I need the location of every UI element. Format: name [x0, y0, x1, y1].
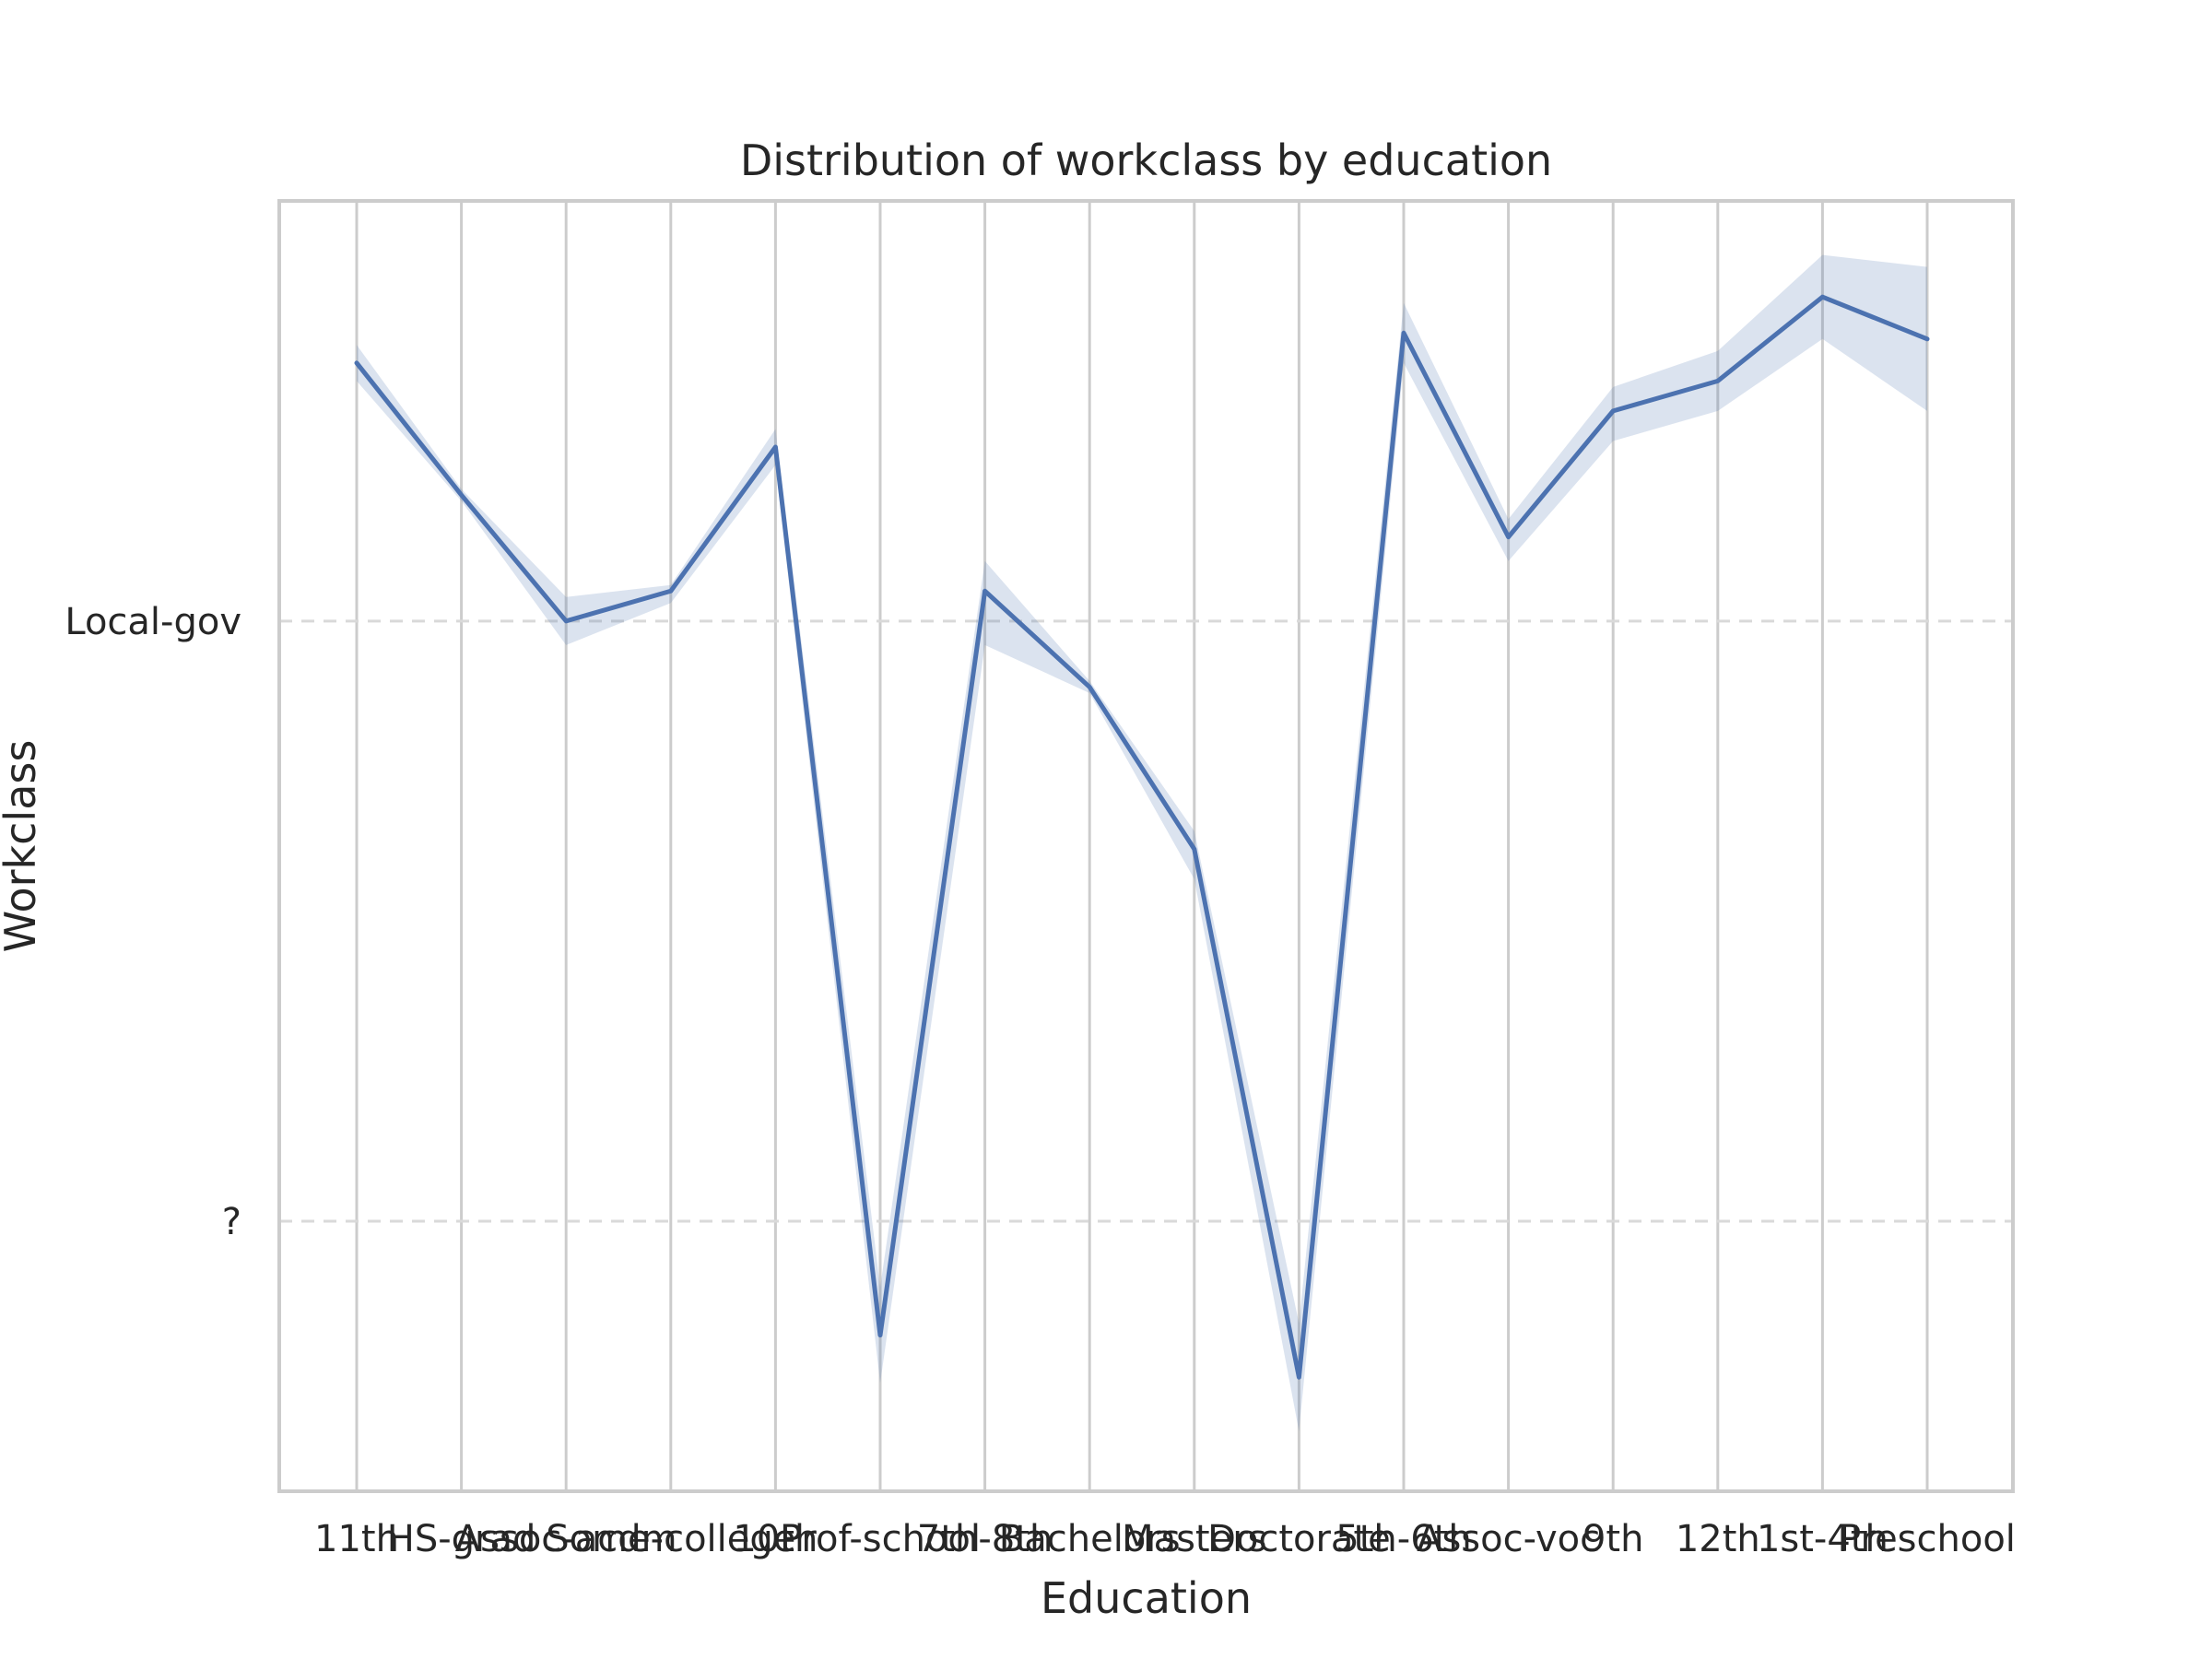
x-tick-label: 11th: [314, 1518, 399, 1560]
data-point: [1821, 296, 1823, 298]
y-axis-label: Workclass: [0, 740, 45, 953]
x-tick-labels: 11thHS-gradAssoc-acdmSome-college10thPro…: [314, 1518, 2016, 1560]
data-point: [565, 620, 567, 622]
series-line-layer: [354, 294, 1930, 1380]
confidence-band: [357, 254, 1927, 1431]
data-point: [1088, 686, 1090, 688]
y-tick-labels: ? Local-gov: [65, 601, 241, 1243]
x-tick-label: HS-grad: [387, 1518, 536, 1560]
series-line: [354, 294, 1930, 1380]
y-tick-label: Local-gov: [65, 601, 241, 643]
x-tick-label: Masters: [1122, 1518, 1266, 1560]
data-point: [461, 494, 463, 496]
x-axis-label: Education: [1041, 1573, 1252, 1623]
data-point: [774, 446, 776, 448]
x-tick-label: 1st-4th: [1757, 1518, 1888, 1560]
plot-frame: [277, 199, 2015, 1493]
x-tick-label: Doctorate: [1207, 1518, 1391, 1560]
x-tick-label: 5th-6th: [1335, 1518, 1471, 1560]
data-point: [1403, 332, 1405, 334]
data-point: [1508, 536, 1510, 538]
x-tick-label: 12th: [1676, 1518, 1760, 1560]
data-point: [1926, 338, 1928, 340]
x-tick-label: 9th: [1583, 1518, 1643, 1560]
x-tick-label: Assoc-voc: [1417, 1518, 1600, 1560]
x-tick-label: Assoc-acdm: [455, 1518, 677, 1560]
x-tick-label: 7th-8th: [917, 1518, 1053, 1560]
data-point: [670, 590, 672, 592]
x-tick-label: Preschool: [1839, 1518, 2016, 1560]
data-point: [984, 590, 986, 592]
chart-title: Distribution of workclass by education: [740, 135, 1552, 185]
data-point: [1298, 1376, 1300, 1378]
x-tick-label: Bachelors: [999, 1518, 1181, 1560]
data-point: [1717, 380, 1719, 382]
confidence-band-layer: [357, 254, 1927, 1431]
x-tick-label: Some-college: [546, 1518, 795, 1560]
grid-layer: [279, 201, 2013, 1491]
data-point: [356, 362, 358, 364]
x-tick-label: Prof-school: [780, 1518, 981, 1560]
x-tick-label: 10th: [733, 1518, 818, 1560]
y-tick-label: ?: [222, 1201, 241, 1243]
data-point: [1612, 410, 1614, 412]
